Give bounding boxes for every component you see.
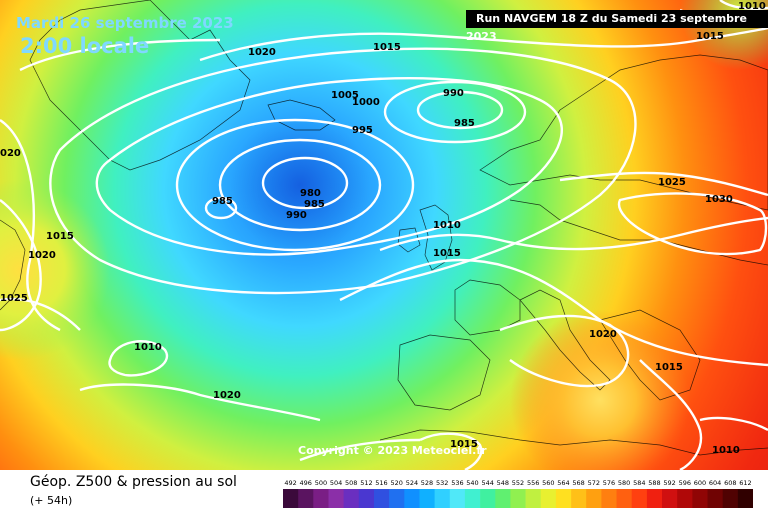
- isobar-label: 1010: [738, 1, 766, 12]
- legend-swatch: [328, 489, 344, 508]
- isobar-label: 1025: [658, 177, 686, 188]
- legend-swatch: [707, 489, 723, 508]
- forecast-local-time: 2:00 locale: [20, 34, 150, 58]
- forecast-date: Mardi 26 septembre 2023: [16, 14, 234, 32]
- isobar-label: 1020: [28, 250, 56, 261]
- legend-value: 544: [481, 479, 493, 487]
- legend-value: 524: [406, 479, 418, 487]
- legend-swatch: [374, 489, 390, 508]
- copyright: Copyright © 2023 Meteociel.fr: [298, 444, 487, 457]
- legend-swatch: [555, 489, 572, 508]
- legend-value: 520: [390, 479, 402, 487]
- legend-value: 532: [436, 479, 448, 487]
- legend-value: 560: [542, 479, 554, 487]
- legend-value: 564: [557, 479, 569, 487]
- isobar-label: 1010: [134, 342, 162, 353]
- legend-value: 548: [497, 479, 509, 487]
- isobar-label: 985: [212, 196, 233, 207]
- isobar-label: 995: [352, 125, 373, 136]
- isobar-label: 1020: [589, 329, 617, 340]
- legend-value: 508: [345, 479, 357, 487]
- legend-value: 556: [527, 479, 539, 487]
- isobar-label: 1015: [696, 31, 724, 42]
- weather-map: 1020 1015 1005 1000 990 985 995 980 985 …: [0, 0, 768, 470]
- legend-value: 588: [648, 479, 660, 487]
- map-title: Géop. Z500 & pression au sol: [30, 474, 237, 490]
- legend-value: 592: [663, 479, 675, 487]
- legend-swatch: [419, 489, 435, 508]
- legend-value: 536: [451, 479, 463, 487]
- legend-value: 584: [633, 479, 645, 487]
- isobar-label: 1015: [46, 231, 74, 242]
- legend-value: 596: [679, 479, 691, 487]
- legend-swatch: [313, 489, 329, 508]
- legend-value: 580: [618, 479, 630, 487]
- legend-swatch: [495, 489, 511, 508]
- legend-value: 552: [512, 479, 524, 487]
- legend-swatch: [389, 489, 405, 508]
- legend-swatch: [616, 489, 632, 508]
- isobar-label: 1010: [712, 445, 740, 456]
- isobar-label: 1020: [213, 390, 241, 401]
- isobar-label: 1010: [433, 220, 461, 231]
- legend-swatch: [540, 489, 557, 508]
- legend-swatch: [358, 489, 375, 508]
- legend-swatch: [631, 489, 648, 508]
- map-subtitle: (+ 54h): [30, 494, 73, 507]
- isobar-label: 1020: [248, 47, 276, 58]
- legend-swatch: [525, 489, 542, 508]
- isobar-labels: 1020 1015 1005 1000 990 985 995 980 985 …: [0, 1, 766, 456]
- legend-swatch: [434, 489, 451, 508]
- isobar-label: 1025: [0, 293, 28, 304]
- isobar-label: 1000: [352, 97, 380, 108]
- legend-value: 540: [466, 479, 478, 487]
- isobar-label: 990: [286, 210, 307, 221]
- legend-value: 500: [315, 479, 327, 487]
- legend-swatch: [464, 489, 481, 508]
- legend-value: 496: [299, 479, 311, 487]
- legend-swatch: [283, 489, 299, 508]
- legend-value: 528: [421, 479, 433, 487]
- isobar-label: 1015: [655, 362, 683, 373]
- legend-swatch: [571, 489, 587, 508]
- legend-swatch: [480, 489, 496, 508]
- legend-swatch: [722, 489, 739, 508]
- color-scale-legend: 492 496 500 504 508 512 516 520 524 528 532 536 540 5…: [283, 479, 753, 508]
- legend-value: 604: [709, 479, 721, 487]
- legend-swatch: [677, 489, 693, 508]
- isobar-label: 1005: [331, 90, 359, 101]
- legend-swatch: [510, 489, 526, 508]
- legend-value: 576: [603, 479, 615, 487]
- legend-swatch: [343, 489, 360, 508]
- legend-value: 512: [360, 479, 372, 487]
- legend-value: 492: [284, 479, 296, 487]
- legend-swatch: [692, 489, 708, 508]
- isobar-label: 1015: [433, 248, 461, 259]
- legend-value: 504: [330, 479, 342, 487]
- isobar-label: 1030: [705, 194, 733, 205]
- isobar-label: 020: [0, 148, 21, 159]
- legend-swatch: [646, 489, 663, 508]
- legend-swatch: [404, 489, 420, 508]
- isobar-label: 985: [454, 118, 475, 129]
- legend-swatch: [298, 489, 314, 508]
- isobar-label: 980: [300, 188, 321, 199]
- isobar-label: 990: [443, 88, 464, 99]
- legend-swatch: [601, 489, 617, 508]
- legend-value: 608: [724, 479, 736, 487]
- legend-swatch: [662, 489, 678, 508]
- legend-swatch: [586, 489, 602, 508]
- legend-value: 568: [572, 479, 584, 487]
- legend-value: 572: [588, 479, 600, 487]
- legend-value: 600: [694, 479, 706, 487]
- legend-value: 612: [739, 479, 751, 487]
- legend-swatch: [449, 489, 466, 508]
- legend-value: 516: [375, 479, 387, 487]
- isobar-label: 1015: [450, 439, 478, 450]
- legend-swatch: [737, 489, 753, 508]
- model-run-banner: Run NAVGEM 18 Z du Samedi 23 septembre 2…: [466, 10, 768, 43]
- isobar-label: 1015: [373, 42, 401, 53]
- isobar-label: 985: [304, 199, 325, 210]
